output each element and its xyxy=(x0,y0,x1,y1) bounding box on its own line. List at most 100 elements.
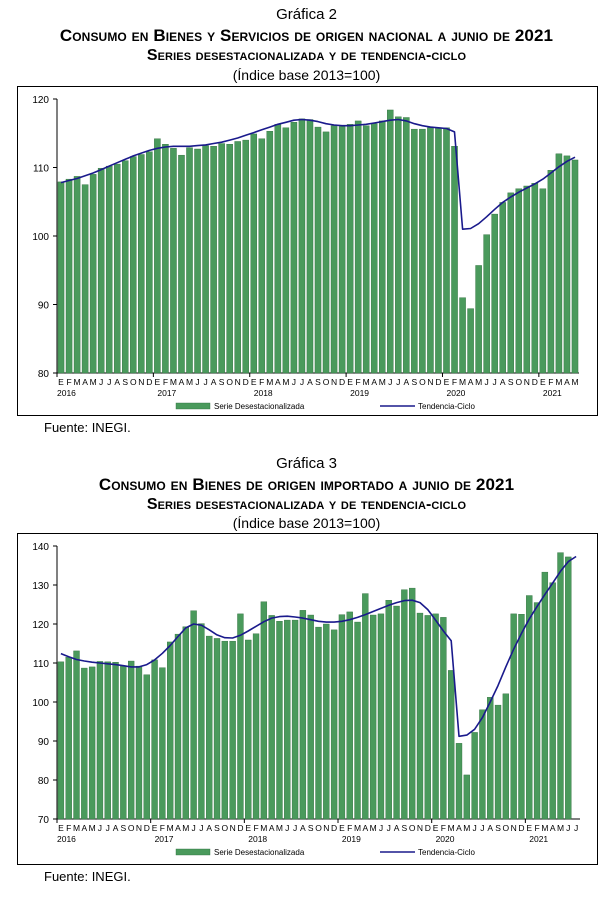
month-label: E xyxy=(444,377,450,387)
bar xyxy=(541,571,549,820)
bar xyxy=(455,743,463,820)
bar xyxy=(531,183,539,374)
month-label: D xyxy=(331,823,337,833)
month-label: M xyxy=(282,377,289,387)
month-label: J xyxy=(300,377,304,387)
bar xyxy=(143,674,150,820)
bar xyxy=(393,605,400,820)
bar xyxy=(81,667,88,820)
bar xyxy=(330,629,338,820)
bar xyxy=(549,582,556,820)
bar xyxy=(435,127,442,374)
month-label: E xyxy=(152,823,158,833)
month-label: M xyxy=(260,823,267,833)
bar xyxy=(198,623,205,820)
bar xyxy=(314,126,322,374)
bar xyxy=(479,709,486,820)
month-label: M xyxy=(89,823,96,833)
month-label: O xyxy=(130,377,137,387)
bar xyxy=(213,638,221,820)
month-label: O xyxy=(419,377,426,387)
bar xyxy=(250,133,258,374)
month-label: M xyxy=(557,823,564,833)
month-label: E xyxy=(245,823,251,833)
month-label: N xyxy=(138,377,144,387)
month-label: F xyxy=(160,823,165,833)
bar xyxy=(369,614,377,820)
bar xyxy=(57,181,65,374)
bar xyxy=(523,185,531,374)
bar xyxy=(463,774,470,820)
bar xyxy=(226,144,233,374)
month-label: S xyxy=(508,377,514,387)
month-label: N xyxy=(417,823,423,833)
bar xyxy=(73,176,81,374)
bar xyxy=(284,619,291,820)
bar xyxy=(563,155,571,374)
month-label: M xyxy=(266,377,273,387)
month-label: F xyxy=(66,823,71,833)
month-label: J xyxy=(574,823,578,833)
month-label: O xyxy=(226,377,233,387)
month-label: N xyxy=(136,823,142,833)
month-label: F xyxy=(347,823,352,833)
bar xyxy=(290,122,298,374)
year-label: 2016 xyxy=(57,834,76,844)
month-label: J xyxy=(493,377,497,387)
legend-label: Tendencia-Ciclo xyxy=(418,848,475,857)
bar xyxy=(354,120,362,374)
month-label: M xyxy=(90,377,97,387)
bar xyxy=(178,154,185,374)
bar xyxy=(190,610,197,820)
year-label: 2019 xyxy=(342,834,361,844)
month-label: F xyxy=(452,377,457,387)
bar xyxy=(234,141,241,374)
chart-source: Fuente: INEGI. xyxy=(44,420,131,435)
month-label: J xyxy=(566,823,570,833)
month-label: M xyxy=(541,823,548,833)
chart-subtitle-series: Series desestacionalizada y de tendencia… xyxy=(146,496,467,513)
month-label: J xyxy=(472,823,476,833)
bar xyxy=(298,118,306,374)
month-label: E xyxy=(540,377,546,387)
month-label: A xyxy=(300,823,306,833)
month-label: E xyxy=(58,377,64,387)
month-label: F xyxy=(253,823,258,833)
y-tick-label: 110 xyxy=(33,164,49,175)
bar xyxy=(170,148,177,374)
month-label: A xyxy=(468,377,474,387)
month-label: S xyxy=(219,377,225,387)
bar xyxy=(159,667,166,820)
bar xyxy=(533,602,541,820)
bar xyxy=(112,662,119,820)
month-label: D xyxy=(425,823,431,833)
month-label: M xyxy=(379,377,386,387)
bar xyxy=(510,613,517,820)
month-label: A xyxy=(500,377,506,387)
month-label: A xyxy=(206,823,212,833)
month-label: O xyxy=(515,377,522,387)
legend-label: Serie Desestacionalizada xyxy=(214,402,305,411)
month-label: F xyxy=(259,377,264,387)
month-label: J xyxy=(480,823,484,833)
month-label: A xyxy=(362,823,368,833)
bar xyxy=(194,148,201,374)
y-tick-label: 140 xyxy=(32,542,49,553)
bar xyxy=(96,661,104,820)
month-label: F xyxy=(534,823,539,833)
bar xyxy=(162,144,169,374)
year-label: 2019 xyxy=(350,388,369,398)
month-label: S xyxy=(214,823,220,833)
month-label: J xyxy=(99,377,103,387)
y-tick-label: 100 xyxy=(32,698,49,709)
bar xyxy=(378,120,386,374)
month-label: A xyxy=(114,377,120,387)
bar xyxy=(315,626,322,820)
month-label: J xyxy=(285,823,289,833)
y-tick-label: 100 xyxy=(32,232,49,243)
month-label: J xyxy=(485,377,489,387)
bar xyxy=(330,125,338,374)
month-label: D xyxy=(435,377,441,387)
month-label: A xyxy=(404,377,410,387)
